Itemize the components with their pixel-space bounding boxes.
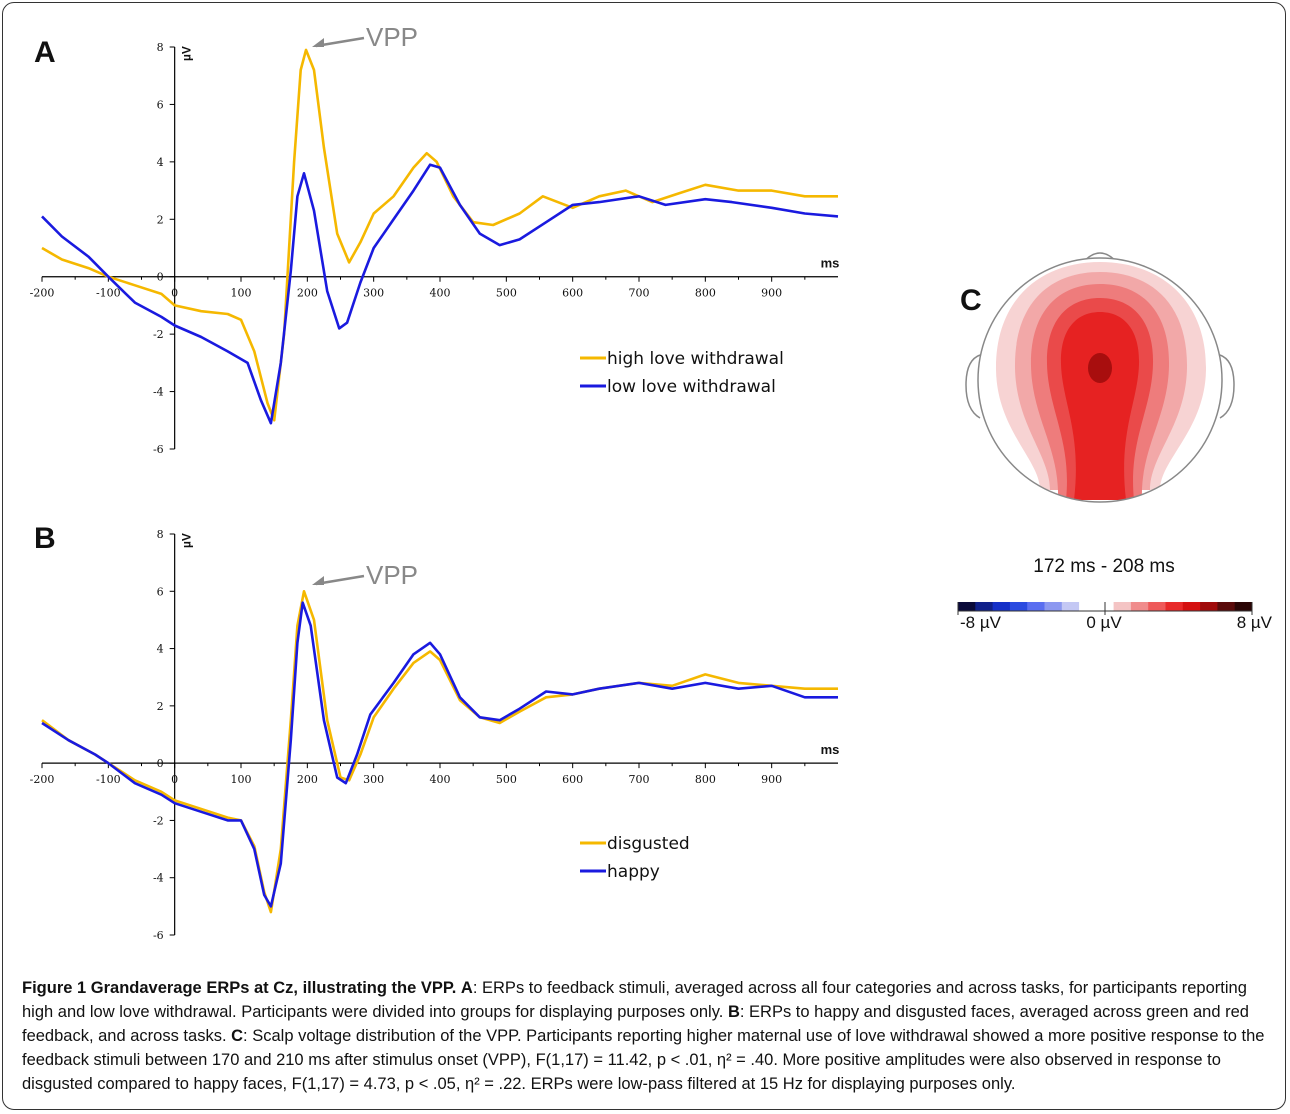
y-axis-label: µV (180, 46, 194, 61)
colorbar (957, 602, 1253, 615)
y-tick-label: -4 (153, 386, 164, 399)
y-tick-label: 2 (157, 213, 164, 226)
legend-label: low love withdrawal (607, 377, 776, 397)
head-left-ear (965, 354, 981, 419)
head-outline (977, 257, 1223, 503)
scalp-map (978, 258, 1222, 502)
x-tick-label: 200 (297, 287, 318, 300)
x-tick-label: 700 (629, 287, 650, 300)
x-tick-label: 100 (231, 773, 252, 786)
panel-c: C 172 ms - 208 ms -8 µV 0 µV 8 µV (957, 252, 1273, 632)
x-tick-label: 100 (231, 287, 252, 300)
legend-label: high love withdrawal (607, 349, 784, 369)
x-tick-label: 0 (171, 287, 178, 300)
x-axis-label: ms (821, 256, 840, 271)
x-axis-label: ms (821, 742, 840, 757)
y-tick-label: -6 (153, 443, 164, 456)
caption-text-c: : Scalp voltage distribution of the VPP.… (22, 1027, 1265, 1093)
y-tick-label: 8 (157, 41, 164, 54)
panel-b: B -200 -100 0 100 200 300 400 500 600 700 800 900 ms… (30, 522, 840, 942)
caption-label-a: A (460, 979, 473, 997)
panel-c-letter: C (960, 284, 982, 317)
y-tick-label: -4 (153, 872, 164, 885)
series-line (41, 48, 838, 422)
colorbar-segment (1200, 602, 1218, 611)
x-tick-label: 800 (695, 287, 716, 300)
colorbar-segment (1182, 602, 1201, 611)
figure-svg: A -200 -100 0 100 200 300 400 500 600 700 800 900ms… (30, 22, 1273, 942)
series-line (41, 163, 839, 425)
colorbar-max-label: 8 µV (1237, 613, 1273, 632)
caption-text-a: : ERPs to feedback stimuli, averaged acr… (22, 979, 1247, 1021)
x-tick-label: 800 (695, 773, 716, 786)
series-line (41, 590, 838, 914)
y-tick-label: 8 (157, 528, 164, 541)
y-tick-label: -2 (153, 814, 164, 827)
x-tick-label: 400 (430, 287, 451, 300)
colorbar-segment (992, 602, 1011, 611)
x-tick-label: -200 (30, 287, 55, 300)
y-tick-label: 4 (157, 156, 164, 169)
x-tick-label: 500 (496, 287, 517, 300)
colorbar-min-label: -8 µV (960, 613, 1002, 632)
colorbar-segment (1044, 602, 1063, 611)
caption-title: Figure 1 Grandaverage ERPs at Cz, illust… (22, 979, 457, 997)
caption-text-b: : ERPs to happy and disgusted faces, ave… (22, 1003, 1249, 1045)
panel-b-letter: B (34, 522, 56, 555)
x-tick-label: -100 (96, 773, 121, 786)
colorbar-segment (1061, 602, 1080, 611)
colorbar-segment (1234, 602, 1253, 611)
head-right-ear (1219, 354, 1235, 419)
y-tick-label: -6 (153, 929, 164, 942)
panel-a: A -200 -100 0 100 200 300 400 500 600 700 800 900 ms… (30, 22, 840, 456)
y-axis-label: µV (180, 533, 194, 548)
y-tick-label: 4 (157, 643, 164, 656)
legend-label: happy (607, 862, 660, 882)
colorbar-segment (1165, 602, 1184, 611)
colorbar-segment (1009, 602, 1028, 611)
time-window-label: 172 ms - 208 ms (1033, 556, 1175, 577)
vpp-label: VPP (366, 560, 418, 590)
x-tick-label: 900 (761, 287, 782, 300)
x-tick-label: 200 (297, 773, 318, 786)
colorbar-mid-label: 0 µV (1086, 613, 1122, 632)
caption-label-b: B (727, 1003, 740, 1021)
colorbar-segment (1027, 602, 1045, 611)
vpp-arrow-head (312, 576, 324, 585)
x-tick-label: -200 (30, 773, 55, 786)
colorbar-segment (1130, 602, 1149, 611)
x-tick-label: 900 (761, 773, 782, 786)
y-tick-label: 0 (157, 271, 164, 284)
vpp-label: VPP (366, 22, 418, 52)
x-tick-label: 600 (562, 773, 583, 786)
x-tick-label: 500 (496, 773, 517, 786)
x-tick-label: 300 (363, 773, 384, 786)
y-tick-label: 6 (157, 98, 164, 111)
series-line (41, 601, 838, 908)
colorbar-segment (958, 602, 976, 611)
x-tick-label: 600 (562, 287, 583, 300)
x-tick-label: 400 (430, 773, 451, 786)
colorbar-segment (1148, 602, 1166, 611)
colorbar-segment (1217, 602, 1236, 611)
colorbar-segment (1079, 602, 1097, 611)
colorbar-segment (1113, 602, 1132, 611)
x-tick-label: 300 (363, 287, 384, 300)
y-tick-label: -2 (153, 328, 164, 341)
x-tick-label: -100 (96, 287, 121, 300)
x-tick-label: 0 (171, 773, 178, 786)
caption-label-c: C (231, 1027, 244, 1045)
figure-caption: Figure 1 Grandaverage ERPs at Cz, illust… (22, 976, 1272, 1096)
colorbar-segment (975, 602, 994, 611)
y-tick-label: 6 (157, 585, 164, 598)
x-tick-label: 700 (629, 773, 650, 786)
vpp-arrow-head (312, 38, 324, 47)
panel-a-letter: A (34, 36, 56, 69)
y-tick-label: 0 (157, 757, 164, 770)
y-tick-label: 2 (157, 700, 164, 713)
legend-label: disgusted (607, 834, 690, 854)
